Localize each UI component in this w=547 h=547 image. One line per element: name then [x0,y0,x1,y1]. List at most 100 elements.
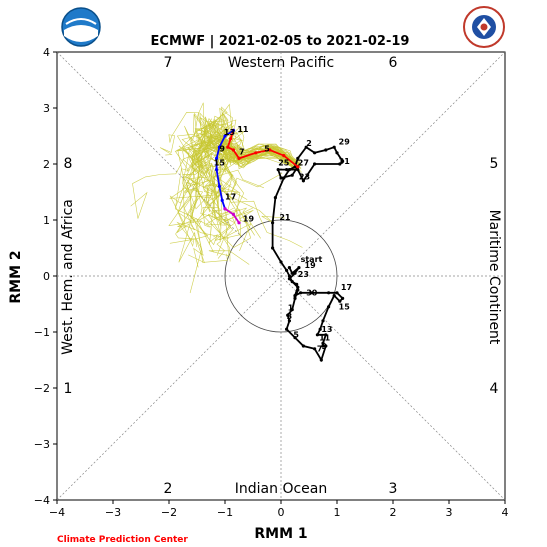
observed-point [271,221,275,225]
observed-track [271,145,345,363]
phase-4-label: 4 [490,381,499,397]
forecast-label: 7 [239,147,245,156]
ensemble-member-line [198,115,295,245]
credit-text: Climate Prediction Center [57,535,188,545]
observed-label: 30 [306,289,318,298]
observed-point [321,341,325,345]
forecast-point [296,165,300,169]
observed-point [299,291,303,295]
observed-point [313,151,317,155]
nws-logo [463,6,505,48]
observed-point [282,176,286,180]
forecast-mean-track [215,128,300,225]
observed-label: 29 [339,137,351,146]
observed-point [324,344,328,348]
observed-point [318,327,322,331]
observed-point [310,291,314,295]
observed-point [290,173,294,177]
observed-label: 15 [339,303,351,312]
x-tick-label: 3 [446,506,453,519]
observed-point [341,159,345,163]
forecast-point [223,207,227,211]
observed-point [293,271,297,275]
forecast-point [215,156,219,160]
observed-point [321,319,325,323]
observed-point [296,168,300,172]
forecast-point [231,212,235,216]
observed-point [290,271,294,275]
observed-label: 9 [321,342,327,351]
forecast-point [237,221,241,225]
forecast-label: 11 [237,125,249,134]
observed-label: 25 [278,159,290,168]
ensemble-member-line [182,122,296,210]
ensemble-member-line [159,111,295,170]
forecast-point [237,156,241,160]
observed-point [332,294,336,298]
forecast-point [282,154,286,158]
observed-label: 21 [279,213,291,222]
track-labels: start19233017151311975312931272523212579… [214,125,352,354]
observed-point [313,347,317,351]
phase-3-label: 3 [389,481,398,497]
region-right: Maritime Continent [486,210,502,345]
x-tick-label: −2 [161,506,177,519]
observed-label: start [301,255,323,264]
observed-point [301,344,305,348]
forecast-point [220,198,224,202]
ensemble-member-line [169,137,297,244]
forecast-point [217,145,221,149]
phase-6-label: 6 [389,55,398,71]
observed-label: 19 [305,261,317,270]
observed-label: 3 [287,312,293,321]
observed-label: 1 [288,304,294,313]
observed-point [296,285,300,289]
observed-point [321,344,325,348]
x-tick-label: 2 [390,506,397,519]
observed-point [304,145,308,149]
observed-point [287,168,291,172]
observed-label: 23 [298,270,309,279]
observed-label: 13 [321,325,332,334]
noaa-logo [61,7,101,47]
observed-point [276,168,280,172]
forecast-point [254,151,258,155]
chart-title: ECMWF | 2021-02-05 to 2021-02-19 [151,34,410,49]
forecast-point [229,137,233,141]
observed-label: 31 [339,157,351,166]
y-tick-label: 3 [43,102,50,115]
observed-point [286,313,290,317]
y-tick-label: 4 [43,46,50,59]
forecast-point [215,168,219,172]
forecast-point [223,134,227,138]
observed-point [324,148,328,152]
observed-point [279,176,283,180]
observed-point [327,291,331,295]
forecast-point [226,145,230,149]
forecast-label: 5 [264,145,270,154]
observed-point [315,333,319,337]
observed-point [293,336,297,340]
phase-8-label: 8 [64,156,73,172]
observed-point [338,299,342,303]
observed-point [324,333,328,337]
observed-point [297,266,301,270]
observed-point [287,319,291,323]
observed-point [335,291,339,295]
x-axis-label: RMM 1 [254,526,307,542]
observed-point [279,260,283,264]
observed-point [285,168,289,172]
x-tick-label: 0 [278,506,285,519]
observed-point [287,274,291,278]
forecast-blue-line [215,129,234,210]
y-tick-label: 2 [43,158,50,171]
y-tick-label: 0 [43,270,50,283]
forecast-label: 13 [224,128,235,137]
x-tick-label: 1 [334,506,341,519]
phase-5-label: 5 [490,156,499,172]
observed-point [293,296,297,300]
ensemble-member-line [215,141,303,248]
observed-point [293,294,297,298]
